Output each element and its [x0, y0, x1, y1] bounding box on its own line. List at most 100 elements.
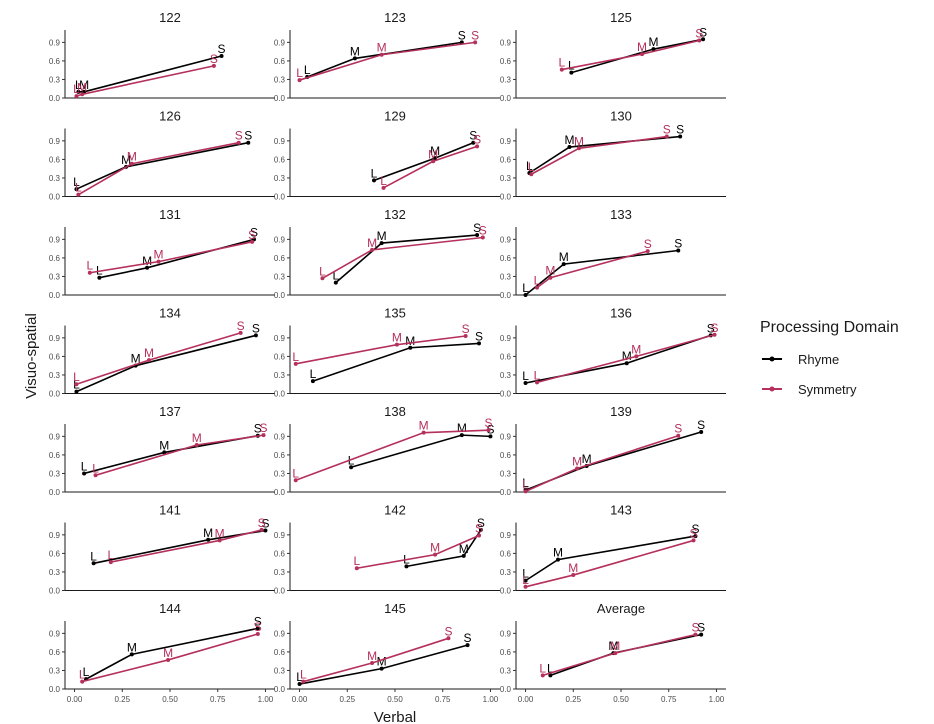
point-label-rhyme: S — [697, 418, 705, 432]
point-label-symmetry: M — [572, 455, 582, 469]
data-point-symmetry — [477, 533, 481, 538]
point-label-symmetry: L — [75, 181, 82, 195]
panel-title: 138 — [384, 404, 406, 419]
x-tick-label: 0.75 — [661, 695, 677, 704]
point-label-symmetry: L — [92, 461, 99, 475]
data-point-symmetry — [194, 443, 199, 448]
y-tick-label: 0.0 — [49, 94, 61, 103]
y-tick-label: 0.6 — [274, 352, 286, 361]
point-label-symmetry: S — [462, 322, 470, 336]
point-label-rhyme: M — [553, 546, 563, 560]
y-tick-label: 0.3 — [49, 272, 61, 281]
legend-dot-symmetry — [769, 386, 775, 392]
panel-title: 135 — [384, 306, 406, 321]
data-point-symmetry — [535, 380, 539, 385]
data-point-symmetry — [156, 259, 161, 264]
y-tick-label: 0.9 — [49, 334, 61, 343]
x-tick-label: 0.50 — [613, 695, 629, 704]
y-tick-label: 0.6 — [49, 254, 61, 263]
point-label-symmetry: M — [545, 264, 555, 278]
panel-title: 125 — [610, 10, 632, 25]
y-tick-label: 0.9 — [274, 235, 286, 244]
facet-panel: Average 0.0 0.3 0.6 0.9 0.00 0.25 0.50 0.75 1.00 L… — [500, 601, 726, 704]
y-tick-label: 0.3 — [49, 666, 61, 675]
data-point-rhyme — [263, 528, 268, 533]
data-point-symmetry — [431, 159, 436, 164]
panel-title: 145 — [384, 601, 406, 616]
y-tick-label: 0.0 — [500, 587, 512, 596]
y-tick-label: 0.9 — [49, 531, 61, 540]
y-tick-label: 0.6 — [500, 451, 512, 460]
data-point-rhyme — [523, 578, 528, 583]
facet-panel: 132 0.0 0.3 0.6 0.9 L M S L M S — [274, 207, 500, 300]
y-tick-label: 0.6 — [500, 648, 512, 657]
point-label-symmetry: S — [644, 237, 652, 251]
data-point-symmetry — [523, 584, 528, 589]
data-point-rhyme — [74, 389, 79, 394]
facet-panel: 144 0.0 0.3 0.6 0.9 0.00 0.25 0.50 0.75 1.00 L M S L M… — [49, 601, 275, 704]
point-label-symmetry: M — [377, 41, 387, 55]
panel-title: 134 — [159, 306, 181, 321]
data-point-rhyme — [567, 145, 572, 150]
point-label-rhyme: S — [254, 422, 262, 436]
point-label-rhyme: L — [90, 549, 97, 563]
y-tick-label: 0.6 — [274, 648, 286, 657]
point-label-rhyme: S — [252, 321, 260, 335]
facet-panel: 126 0.0 0.3 0.6 0.9 L M S L M S — [49, 109, 275, 202]
x-tick-label: 0.75 — [210, 695, 226, 704]
data-point-symmetry — [80, 92, 85, 97]
data-point-rhyme — [471, 140, 476, 145]
point-label-symmetry: L — [292, 350, 299, 364]
y-tick-label: 0.9 — [274, 38, 286, 47]
data-point-symmetry — [354, 566, 359, 571]
series-line-symmetry — [77, 141, 239, 196]
y-tick-label: 0.6 — [500, 155, 512, 164]
y-tick-label: 0.6 — [274, 155, 286, 164]
panel-title: 131 — [159, 207, 181, 222]
y-tick-label: 0.6 — [49, 155, 61, 164]
point-label-rhyme: S — [477, 516, 485, 530]
y-tick-label: 0.6 — [49, 57, 61, 66]
y-tick-label: 0.0 — [500, 390, 512, 399]
data-point-symmetry — [697, 38, 702, 43]
legend-entry-rhyme: Rhyme — [762, 352, 839, 367]
data-point-rhyme — [569, 70, 574, 75]
point-label-symmetry: L — [319, 264, 326, 278]
point-label-rhyme: L — [522, 476, 529, 490]
data-point-symmetry — [691, 538, 696, 543]
point-label-symmetry: L — [86, 259, 93, 273]
point-label-symmetry: L — [528, 160, 535, 174]
data-point-symmetry — [370, 247, 375, 252]
y-tick-label: 0.6 — [49, 352, 61, 361]
point-label-rhyme: M — [608, 639, 618, 653]
point-label-symmetry: L — [522, 573, 529, 587]
point-label-symmetry: L — [558, 56, 565, 70]
y-tick-label: 0.9 — [274, 531, 286, 540]
point-label-symmetry: S — [210, 52, 218, 66]
point-label-rhyme: M — [121, 153, 131, 167]
point-label-symmetry: S — [248, 228, 256, 242]
legend-entry-symmetry: Symmetry — [762, 382, 857, 397]
y-tick-label: 0.9 — [274, 629, 286, 638]
point-label-symmetry: L — [296, 66, 303, 80]
point-label-symmetry: L — [107, 548, 114, 562]
y-tick-label: 0.0 — [500, 685, 512, 694]
facet-panel: 135 0.0 0.3 0.6 0.9 L M S L M S — [274, 306, 500, 399]
legend-label-rhyme: Rhyme — [798, 352, 839, 367]
y-tick-label: 0.0 — [274, 390, 286, 399]
y-tick-label: 0.3 — [274, 272, 286, 281]
point-label-symmetry: L — [539, 661, 546, 675]
data-point-symmetry — [535, 285, 539, 290]
point-label-rhyme: L — [332, 269, 339, 283]
data-point-rhyme — [404, 564, 409, 569]
series-line-rhyme — [312, 342, 480, 382]
point-label-rhyme: S — [707, 321, 715, 335]
data-point-rhyme — [475, 233, 480, 238]
data-point-symmetry — [693, 632, 698, 637]
point-label-symmetry: L — [300, 668, 307, 682]
